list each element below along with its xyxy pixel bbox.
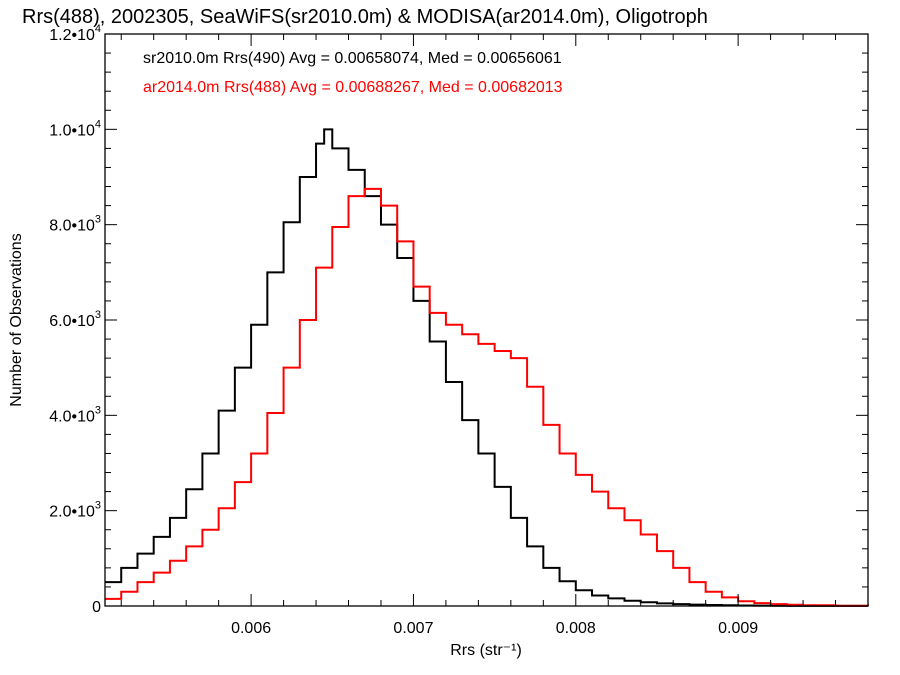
series-line-2 (105, 187, 869, 607)
x-tick-label: 0.006 (231, 620, 271, 637)
series-layer (105, 128, 869, 607)
y-tick-label: 6.0•103 (49, 309, 101, 330)
series-line-1 (105, 128, 869, 607)
y-tick-label: 0 (92, 599, 101, 616)
y-axis-label: Number of Observations (8, 233, 25, 406)
y-tick-label: 8.0•103 (49, 214, 101, 235)
legend-entry-series-1: sr2010.0m Rrs(490) Avg = 0.00658074, Med… (143, 50, 562, 67)
plot-area: 0.006 0.007 0.008 0.009 0 2.0•103 4.0•103 6.0•1… (49, 23, 869, 637)
y-tick-label: 2.0•103 (49, 500, 101, 521)
x-tick-label: 0.008 (556, 620, 596, 637)
chart-title: Rrs(488), 2002305, SeaWiFS(sr2010.0m) & … (22, 6, 708, 28)
y-tick-label: 1.2•104 (49, 23, 101, 44)
x-tick-label: 0.009 (718, 620, 758, 637)
y-tick-label: 1.0•104 (49, 118, 101, 139)
axis-layer: 0.006 0.007 0.008 0.009 0 2.0•103 4.0•103 6.0•1… (49, 23, 869, 637)
x-tick-label: 0.007 (393, 620, 433, 637)
legend-entry-series-2: ar2014.0m Rrs(488) Avg = 0.00688267, Med… (143, 79, 563, 96)
y-tick-label: 4.0•103 (49, 404, 101, 425)
x-axis-label: Rrs (str⁻¹) (450, 642, 522, 659)
